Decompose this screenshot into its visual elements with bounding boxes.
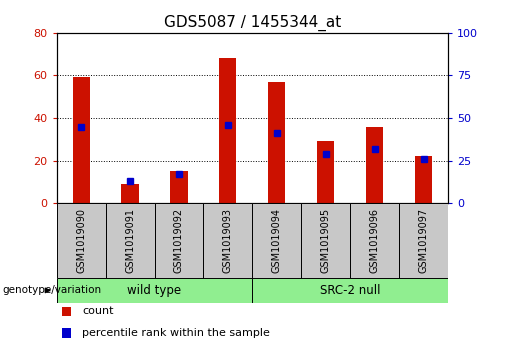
Text: GSM1019093: GSM1019093: [223, 208, 233, 273]
Text: GSM1019095: GSM1019095: [321, 208, 331, 273]
Text: GSM1019097: GSM1019097: [419, 208, 428, 273]
Bar: [203, 203, 252, 278]
Bar: [106, 203, 154, 278]
Bar: [268, 82, 285, 203]
Bar: [73, 77, 90, 203]
Bar: [57, 278, 252, 303]
Text: genotype/variation: genotype/variation: [3, 285, 101, 295]
Text: GSM1019091: GSM1019091: [125, 208, 135, 273]
Text: GSM1019090: GSM1019090: [76, 208, 86, 273]
Bar: [219, 58, 236, 203]
Text: count: count: [82, 306, 114, 316]
Bar: [170, 171, 187, 203]
Bar: [399, 203, 448, 278]
Bar: [350, 203, 399, 278]
Bar: [252, 278, 448, 303]
Text: GSM1019094: GSM1019094: [272, 208, 282, 273]
Bar: [122, 184, 139, 203]
Text: wild type: wild type: [127, 284, 182, 297]
Bar: [415, 156, 432, 203]
Bar: [301, 203, 350, 278]
Bar: [317, 142, 334, 203]
Text: GSM1019092: GSM1019092: [174, 208, 184, 273]
Text: SRC-2 null: SRC-2 null: [320, 284, 381, 297]
Bar: [154, 203, 203, 278]
Text: percentile rank within the sample: percentile rank within the sample: [82, 328, 270, 338]
Title: GDS5087 / 1455344_at: GDS5087 / 1455344_at: [164, 15, 341, 31]
Bar: [366, 126, 383, 203]
Text: GSM1019096: GSM1019096: [370, 208, 380, 273]
Bar: [252, 203, 301, 278]
Bar: [57, 203, 106, 278]
